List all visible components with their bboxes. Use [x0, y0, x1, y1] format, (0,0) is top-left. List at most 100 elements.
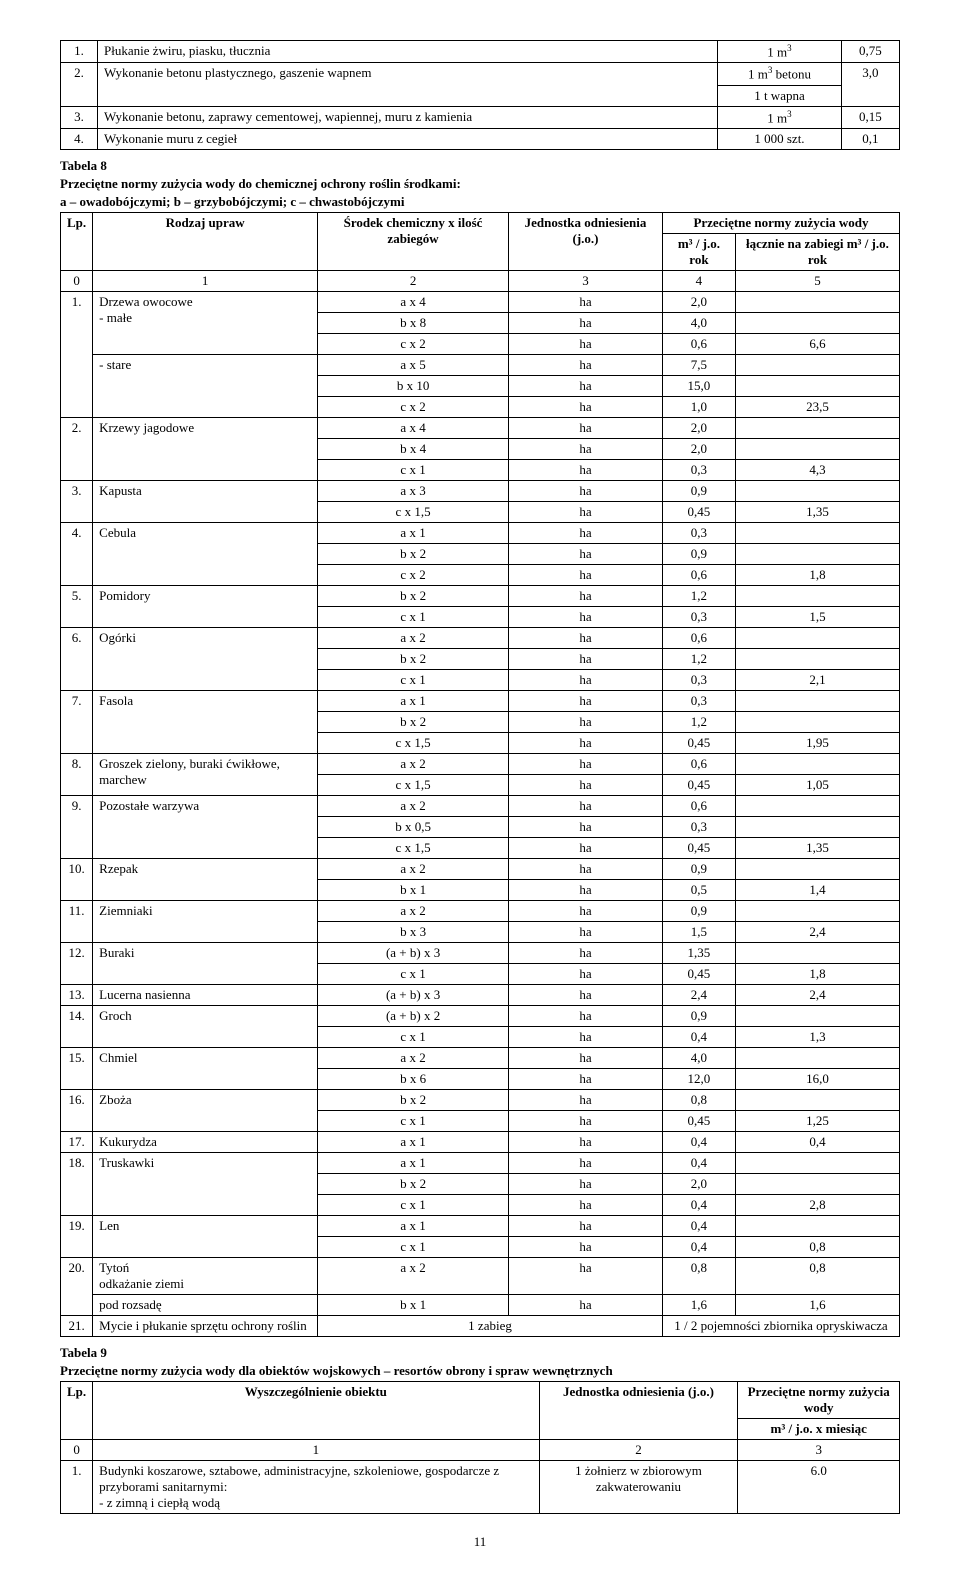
- t8-name: Drzewa owocowe - małe: [93, 291, 318, 354]
- t7-val: 3,0: [841, 63, 899, 106]
- t9-h-m3: m³ / j.o. x miesiąc: [738, 1418, 900, 1439]
- t8-j: ha: [509, 312, 663, 333]
- t8-sr: a x 1: [318, 1215, 509, 1236]
- table9-caption: Tabela 9: [60, 1345, 900, 1361]
- t8-j: ha: [509, 1089, 663, 1110]
- t8-j: ha: [509, 774, 663, 795]
- t9-colidx: 2: [539, 1439, 738, 1460]
- t7-name: Wykonanie betonu plastycznego, gaszenie …: [98, 63, 718, 106]
- t8-name: Truskawki: [93, 1152, 318, 1215]
- t8-v2: 1,25: [735, 1110, 899, 1131]
- t8-v1: 15,0: [662, 375, 735, 396]
- t8-v2: 1,5: [735, 606, 899, 627]
- t8-sr: b x 4: [318, 438, 509, 459]
- t8-sr: b x 2: [318, 1089, 509, 1110]
- t8-v2: [735, 648, 899, 669]
- t8-name: Ziemniaki: [93, 900, 318, 942]
- t8-v2: [735, 942, 899, 963]
- t8-j: ha: [509, 648, 663, 669]
- t8-j: ha: [509, 1047, 663, 1068]
- t8-colidx: 0: [61, 270, 93, 291]
- t8-name: Mycie i płukanie sprzętu ochrony roślin: [93, 1315, 318, 1336]
- t8-v1: 0,4: [662, 1215, 735, 1236]
- t8-sr: a x 2: [318, 1257, 509, 1294]
- t8-v1: 0,45: [662, 501, 735, 522]
- t8-v1: 0,4: [662, 1152, 735, 1173]
- t8-v1: 0,9: [662, 858, 735, 879]
- t8-h-rodzaj: Rodzaj upraw: [93, 212, 318, 270]
- t8-v1: 0,45: [662, 963, 735, 984]
- t8-sr: c x 1,5: [318, 732, 509, 753]
- t8-name: Kapusta: [93, 480, 318, 522]
- t8-lp: 6.: [61, 627, 93, 690]
- t8-sr: b x 8: [318, 312, 509, 333]
- t8-j: ha: [509, 522, 663, 543]
- t8-v1: 2,0: [662, 291, 735, 312]
- t8-sr: a x 2: [318, 627, 509, 648]
- t8-j: ha: [509, 984, 663, 1005]
- t8-sr: c x 2: [318, 396, 509, 417]
- t8-v2: 2,1: [735, 669, 899, 690]
- t8-sr: c x 1: [318, 459, 509, 480]
- t8-j: ha: [509, 585, 663, 606]
- t8-v2: 6,6: [735, 333, 899, 354]
- t8-j: ha: [509, 1215, 663, 1236]
- t8-sr: a x 2: [318, 1047, 509, 1068]
- t8-sr: b x 2: [318, 648, 509, 669]
- t9-colidx: 3: [738, 1439, 900, 1460]
- t8-v1: 0,9: [662, 1005, 735, 1026]
- t8-lp: 14.: [61, 1005, 93, 1047]
- t8-sr: b x 10: [318, 375, 509, 396]
- t8-sr: 1 zabieg: [318, 1315, 663, 1336]
- t8-name: Rzepak: [93, 858, 318, 900]
- t8-v1: 7,5: [662, 354, 735, 375]
- t8-lp: 4.: [61, 522, 93, 585]
- t8-name: - stare: [93, 354, 318, 417]
- t8-j: ha: [509, 459, 663, 480]
- t8-v2: [735, 795, 899, 816]
- t8-v2: [735, 1005, 899, 1026]
- t8-v1: 0,3: [662, 690, 735, 711]
- t8-v2: [735, 627, 899, 648]
- t8-v2: [735, 312, 899, 333]
- t8-lp: 11.: [61, 900, 93, 942]
- t7-name: Wykonanie betonu, zaprawy cementowej, wa…: [98, 106, 718, 128]
- t8-v1: 0,9: [662, 543, 735, 564]
- t8-v2: 2,8: [735, 1194, 899, 1215]
- t8-v2: [735, 1215, 899, 1236]
- t8-name: Cebula: [93, 522, 318, 585]
- t8-v1: 1,2: [662, 711, 735, 732]
- t8-lp: 3.: [61, 480, 93, 522]
- t9-h-jedn: Jednostka odniesienia (j.o.): [539, 1381, 738, 1439]
- t8-j: ha: [509, 354, 663, 375]
- t8-j: ha: [509, 669, 663, 690]
- t8-lp: 1.: [61, 291, 93, 417]
- t8-j: ha: [509, 438, 663, 459]
- t8-v2: [735, 690, 899, 711]
- t7-unit: 1 000 szt.: [718, 128, 842, 149]
- t7-unit: 1 m3: [718, 106, 842, 128]
- t8-v2: 2,4: [735, 921, 899, 942]
- t8-sr: a x 1: [318, 690, 509, 711]
- t9-j: 1 żołnierz w zbiorowym zakwaterowaniu: [539, 1460, 738, 1513]
- t8-sr: c x 2: [318, 333, 509, 354]
- t8-j: ha: [509, 1131, 663, 1152]
- t8-v2: [735, 438, 899, 459]
- t8-v2: [735, 480, 899, 501]
- t8-sr: c x 1: [318, 606, 509, 627]
- t7-lp: 2.: [61, 63, 98, 106]
- t8-j: ha: [509, 543, 663, 564]
- t8-j: ha: [509, 795, 663, 816]
- t8-j: ha: [509, 1026, 663, 1047]
- t8-v1: 0,3: [662, 459, 735, 480]
- t8-sr: c x 1: [318, 669, 509, 690]
- t7-lp: 3.: [61, 106, 98, 128]
- t8-sr: (a + b) x 2: [318, 1005, 509, 1026]
- t8-v1: 0,45: [662, 1110, 735, 1131]
- t8-sr: (a + b) x 3: [318, 984, 509, 1005]
- t8-sr: b x 2: [318, 711, 509, 732]
- t8-v1: 0,5: [662, 879, 735, 900]
- t8-sr: c x 1: [318, 1236, 509, 1257]
- t8-v1: 1,5: [662, 921, 735, 942]
- t8-sr: c x 1: [318, 963, 509, 984]
